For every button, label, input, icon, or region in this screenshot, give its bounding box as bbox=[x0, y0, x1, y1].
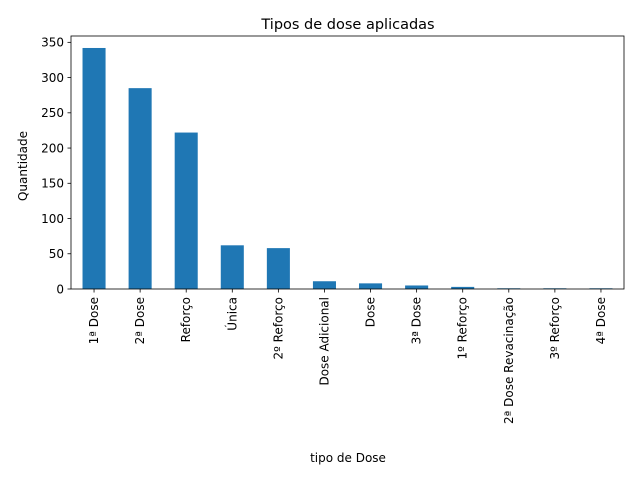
y-tick-label: 300 bbox=[41, 71, 64, 85]
bar-5 bbox=[266, 248, 290, 289]
x-tick-label: Reforço bbox=[179, 297, 193, 342]
bar-8 bbox=[405, 285, 429, 289]
y-axis-label: Quantidade bbox=[16, 131, 30, 201]
y-tick-label: 50 bbox=[49, 247, 64, 261]
bar-2 bbox=[128, 88, 152, 289]
bar-3 bbox=[174, 132, 198, 289]
bar-1 bbox=[82, 47, 106, 290]
y-tick-label: 200 bbox=[41, 141, 64, 155]
x-tick-label: 3º Reforço bbox=[548, 297, 562, 359]
y-tick-label: 100 bbox=[41, 212, 64, 226]
x-tick-label: 2º Reforço bbox=[271, 297, 285, 359]
x-tick-label: 4ª Dose bbox=[594, 297, 608, 344]
bar-6 bbox=[312, 281, 336, 289]
bar-4 bbox=[220, 245, 244, 289]
y-tick-label: 350 bbox=[41, 36, 64, 50]
y-tick-label: 0 bbox=[56, 282, 64, 296]
x-tick-label: Dose Adicional bbox=[317, 297, 331, 386]
bars-layer bbox=[82, 47, 613, 290]
x-tick-label: 1º Reforço bbox=[456, 297, 470, 359]
x-tick-label: 2ª Dose Revacinação bbox=[502, 297, 516, 424]
x-tick-label: Única bbox=[224, 297, 239, 331]
x-ticks-layer: 1ª Dose 2ª Dose Reforço Única 2º Reforço Dose… bbox=[87, 289, 608, 424]
x-tick-label: Dose bbox=[364, 297, 378, 327]
x-axis-label: tipo de Dose bbox=[310, 451, 386, 465]
y-tick-label: 150 bbox=[41, 177, 64, 191]
x-tick-label: 2ª Dose bbox=[133, 297, 147, 344]
bar-9 bbox=[451, 286, 475, 289]
bar-7 bbox=[359, 283, 383, 289]
chart-title: Tipos de dose aplicadas bbox=[260, 17, 434, 33]
plot-frame bbox=[70, 35, 625, 290]
x-tick-label: 1ª Dose bbox=[87, 297, 101, 344]
y-ticks-layer: 0 50 100 150 200 250 300 350 bbox=[41, 36, 71, 296]
x-tick-label: 3ª Dose bbox=[410, 297, 424, 344]
y-tick-label: 250 bbox=[41, 106, 64, 120]
